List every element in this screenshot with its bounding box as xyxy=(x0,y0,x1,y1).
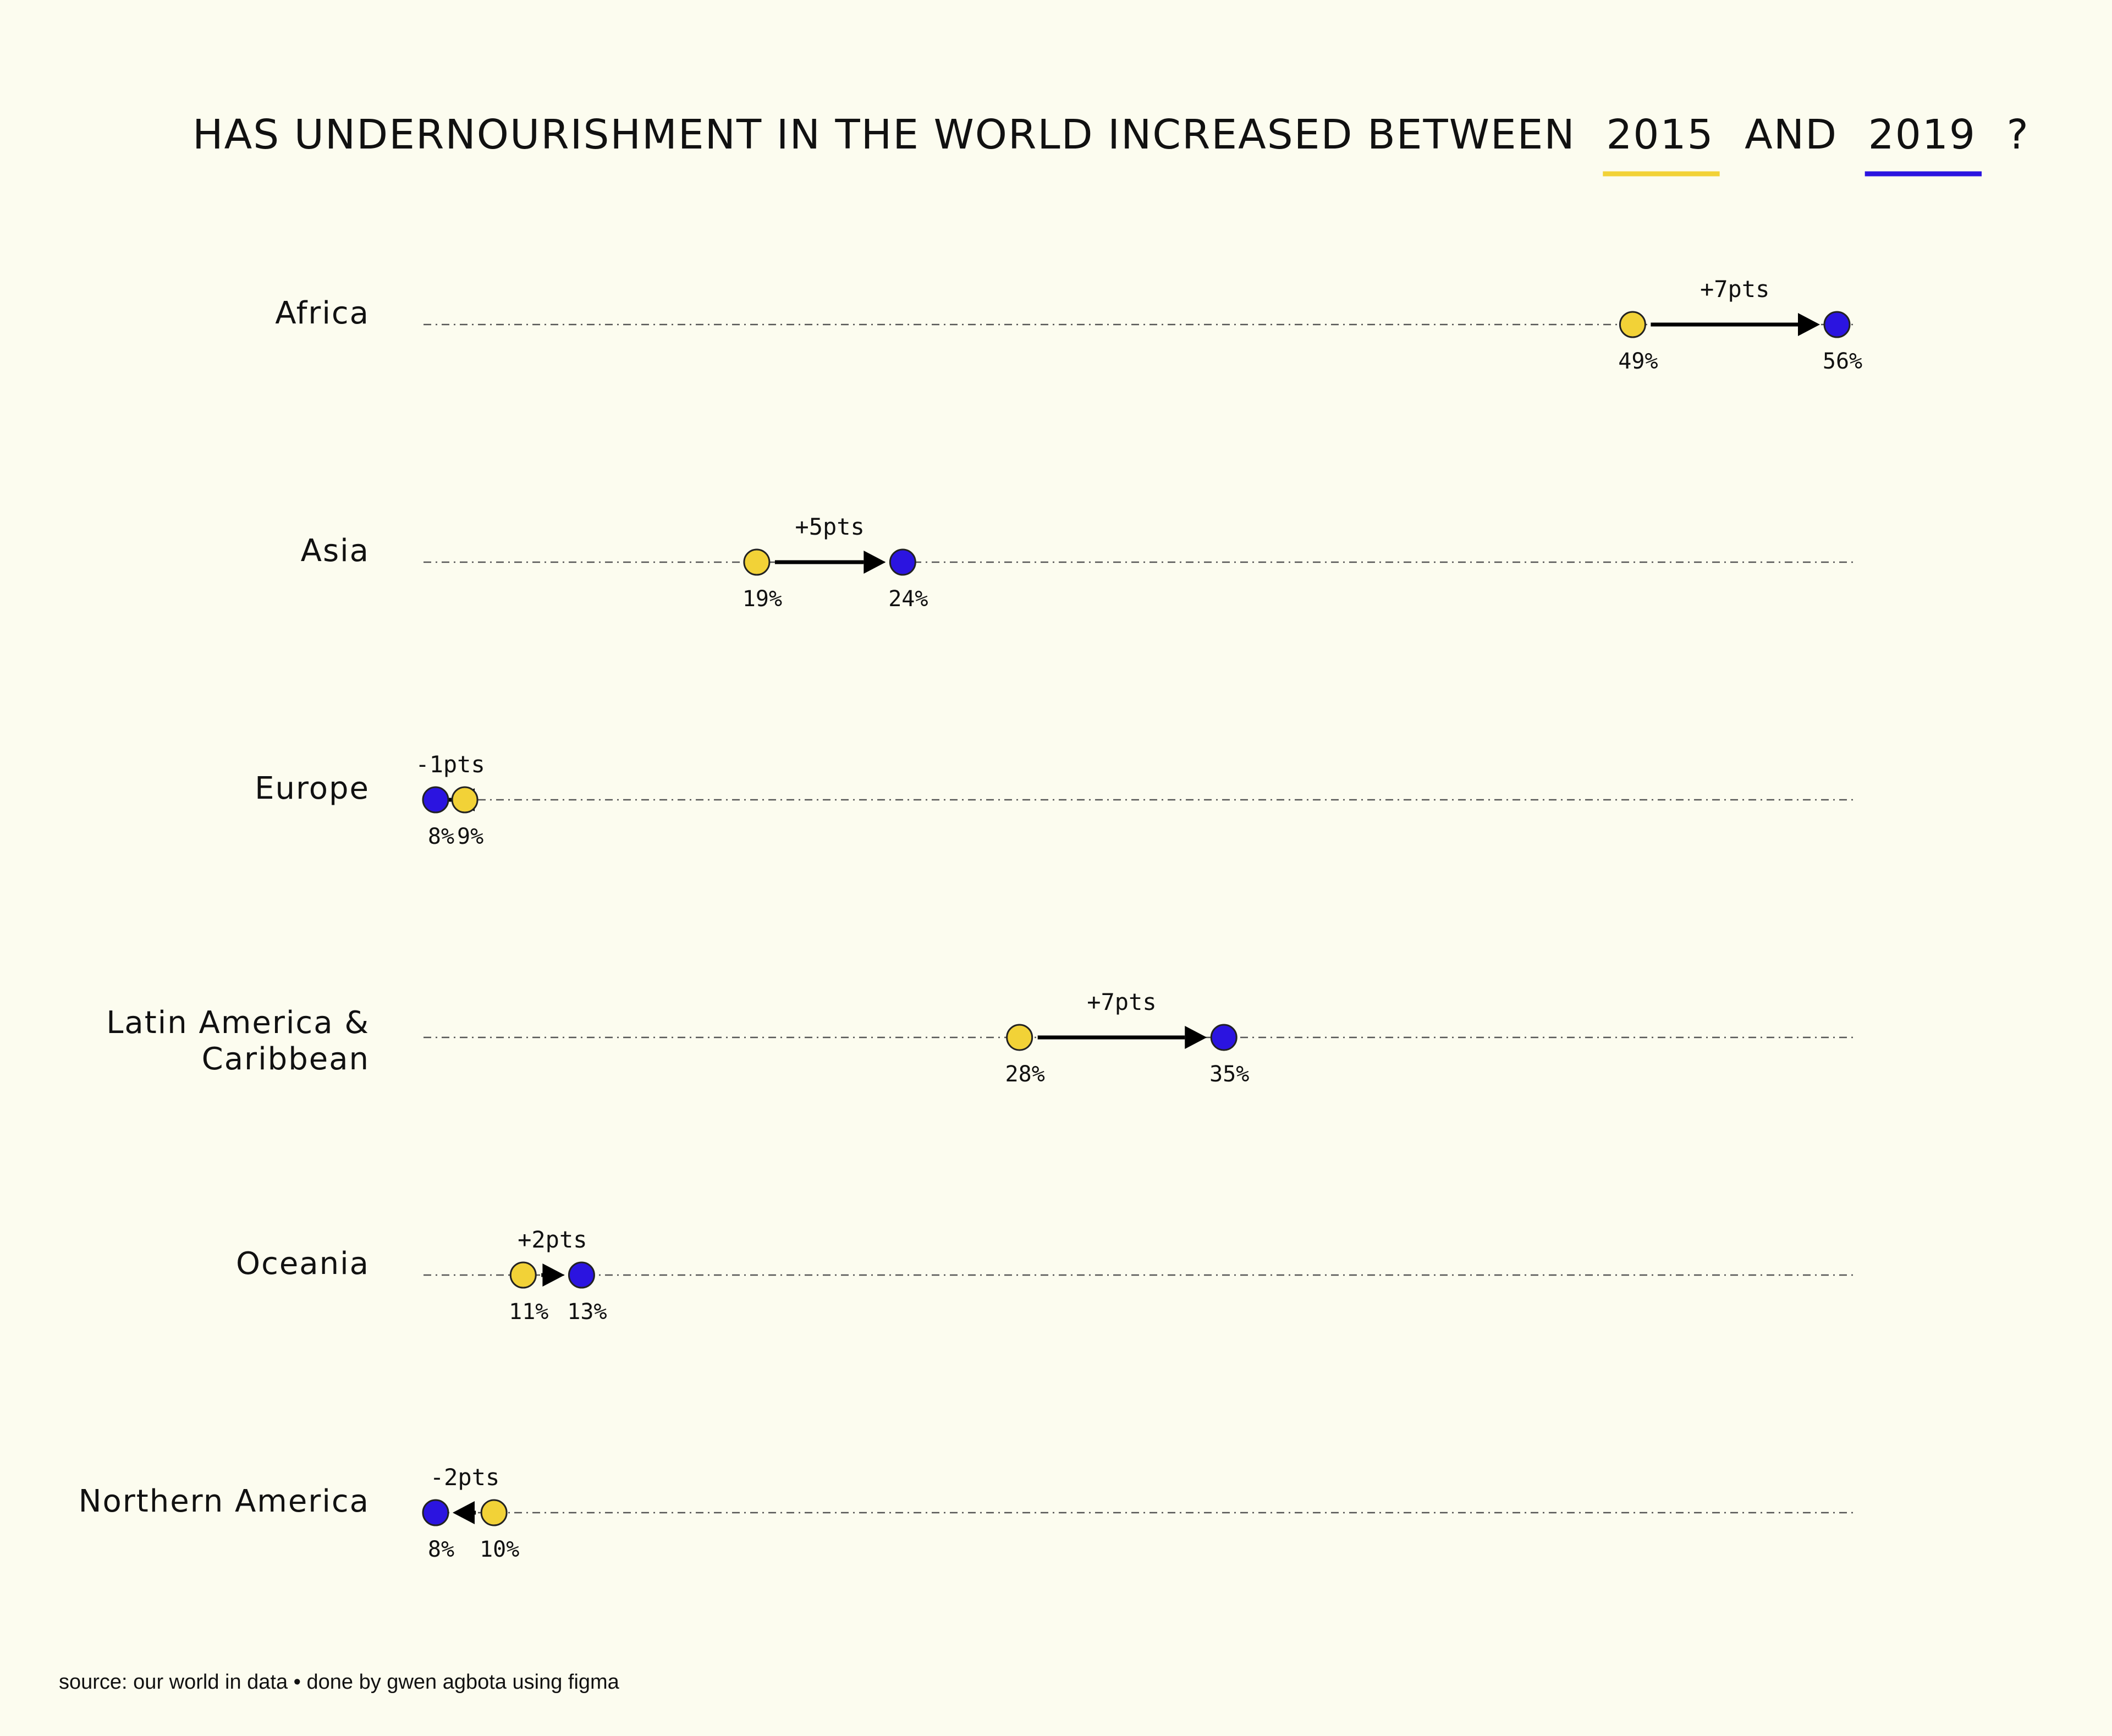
value-label-2019: 8% xyxy=(428,1537,454,1562)
title-year-2019: 2019 xyxy=(1868,111,1976,158)
point-2019 xyxy=(889,548,916,576)
delta-label: +7pts xyxy=(1700,276,1769,303)
title-text-before: HAS UNDERNOURISHMENT IN THE WORLD INCREA… xyxy=(193,111,1576,158)
change-arrow-head xyxy=(1798,313,1820,336)
source-note: source: our world in data • done by gwen… xyxy=(59,1671,620,1694)
chart-rows: Africa +7pts 49% 56% Asia +5pts 19% 24% Europe -1… xyxy=(79,276,1863,1562)
point-2015 xyxy=(451,786,479,814)
row-5: Northern America -2pts 10% 8% xyxy=(79,1464,1854,1562)
title-question-mark: ? xyxy=(2007,111,2030,158)
point-2015 xyxy=(1006,1024,1033,1051)
row-2: Europe -1pts 9%8% xyxy=(255,751,1854,849)
change-arrow-head xyxy=(453,1501,475,1524)
point-2015 xyxy=(509,1261,537,1289)
point-2015 xyxy=(1619,311,1646,338)
region-label: Oceania xyxy=(236,1246,370,1282)
row-3: Latin America &Caribbean +7pts 28% 35% xyxy=(106,988,1854,1087)
value-label-2019: 56% xyxy=(1823,349,1862,374)
point-2015 xyxy=(480,1499,508,1526)
value-label-2019: 35% xyxy=(1209,1062,1249,1087)
chart-title: HAS UNDERNOURISHMENT IN THE WORLD INCREA… xyxy=(193,111,2030,158)
delta-label: +5pts xyxy=(795,513,864,540)
delta-label: +7pts xyxy=(1087,988,1156,1015)
change-arrow-head xyxy=(542,1263,565,1287)
delta-label: -2pts xyxy=(430,1464,499,1491)
region-label: Europe xyxy=(255,771,370,806)
point-2019 xyxy=(1210,1024,1238,1051)
point-2015 xyxy=(743,548,771,576)
point-2019 xyxy=(1823,311,1851,338)
value-label-2019: 24% xyxy=(888,586,928,612)
region-label: Asia xyxy=(301,533,370,569)
title-text-and: AND xyxy=(1745,111,1838,158)
row-0: Africa +7pts 49% 56% xyxy=(275,276,1862,374)
change-arrow-head xyxy=(1185,1026,1207,1049)
value-label-2019: 8% xyxy=(428,824,454,849)
region-label: Latin America & xyxy=(106,1005,370,1041)
value-label-2019: 13% xyxy=(567,1299,607,1325)
point-2019 xyxy=(568,1261,595,1289)
region-label: Caribbean xyxy=(202,1041,370,1077)
change-arrow-head xyxy=(864,551,886,574)
value-label-2015: 9% xyxy=(457,824,483,849)
region-label: Africa xyxy=(275,295,370,331)
value-label-2015: 11% xyxy=(509,1299,548,1325)
value-label-2015: 19% xyxy=(743,586,782,612)
point-2019 xyxy=(422,786,449,814)
value-label-2015: 28% xyxy=(1005,1062,1045,1087)
value-label-2015: 49% xyxy=(1618,349,1658,374)
row-4: Oceania +2pts 11% 13% xyxy=(236,1226,1854,1325)
row-1: Asia +5pts 19% 24% xyxy=(301,513,1854,612)
delta-label: +2pts xyxy=(518,1226,587,1253)
value-label-2015: 10% xyxy=(480,1537,519,1562)
region-label: Northern America xyxy=(79,1484,370,1519)
title-year-2015: 2015 xyxy=(1606,111,1714,158)
point-2019 xyxy=(422,1499,449,1526)
delta-label: -1pts xyxy=(415,751,485,778)
